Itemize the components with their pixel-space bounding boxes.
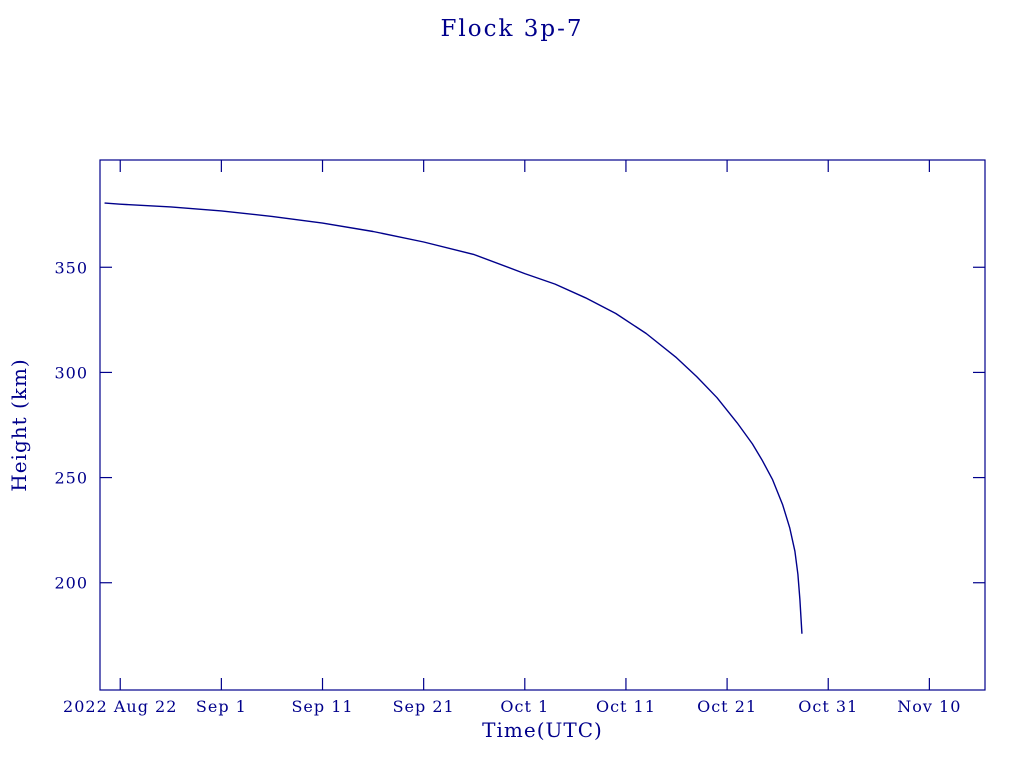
x-tick-label: Sep 1	[196, 697, 247, 716]
y-tick-label: 200	[54, 574, 88, 593]
decay-curve	[104, 202, 803, 634]
y-tick-label: 350	[54, 258, 88, 277]
x-tick-label: Sep 11	[291, 697, 353, 716]
plot-frame	[99, 159, 986, 691]
x-tick-label: Oct 21	[697, 697, 757, 716]
y-tick-label: 300	[54, 363, 88, 382]
x-axis-label: Time(UTC)	[482, 718, 603, 742]
y-axis-label: Height (km)	[7, 358, 31, 492]
y-tick-label: 250	[54, 469, 88, 488]
x-tick-label: Oct 1	[500, 697, 549, 716]
chart-title: Flock 3p-7	[440, 16, 584, 42]
x-tick-label: Oct 11	[596, 697, 656, 716]
x-tick-label: Sep 21	[393, 697, 455, 716]
x-tick-label: Nov 10	[897, 697, 961, 716]
x-tick-label: Oct 31	[798, 697, 858, 716]
x-tick-label: 2022 Aug 22	[63, 697, 177, 716]
